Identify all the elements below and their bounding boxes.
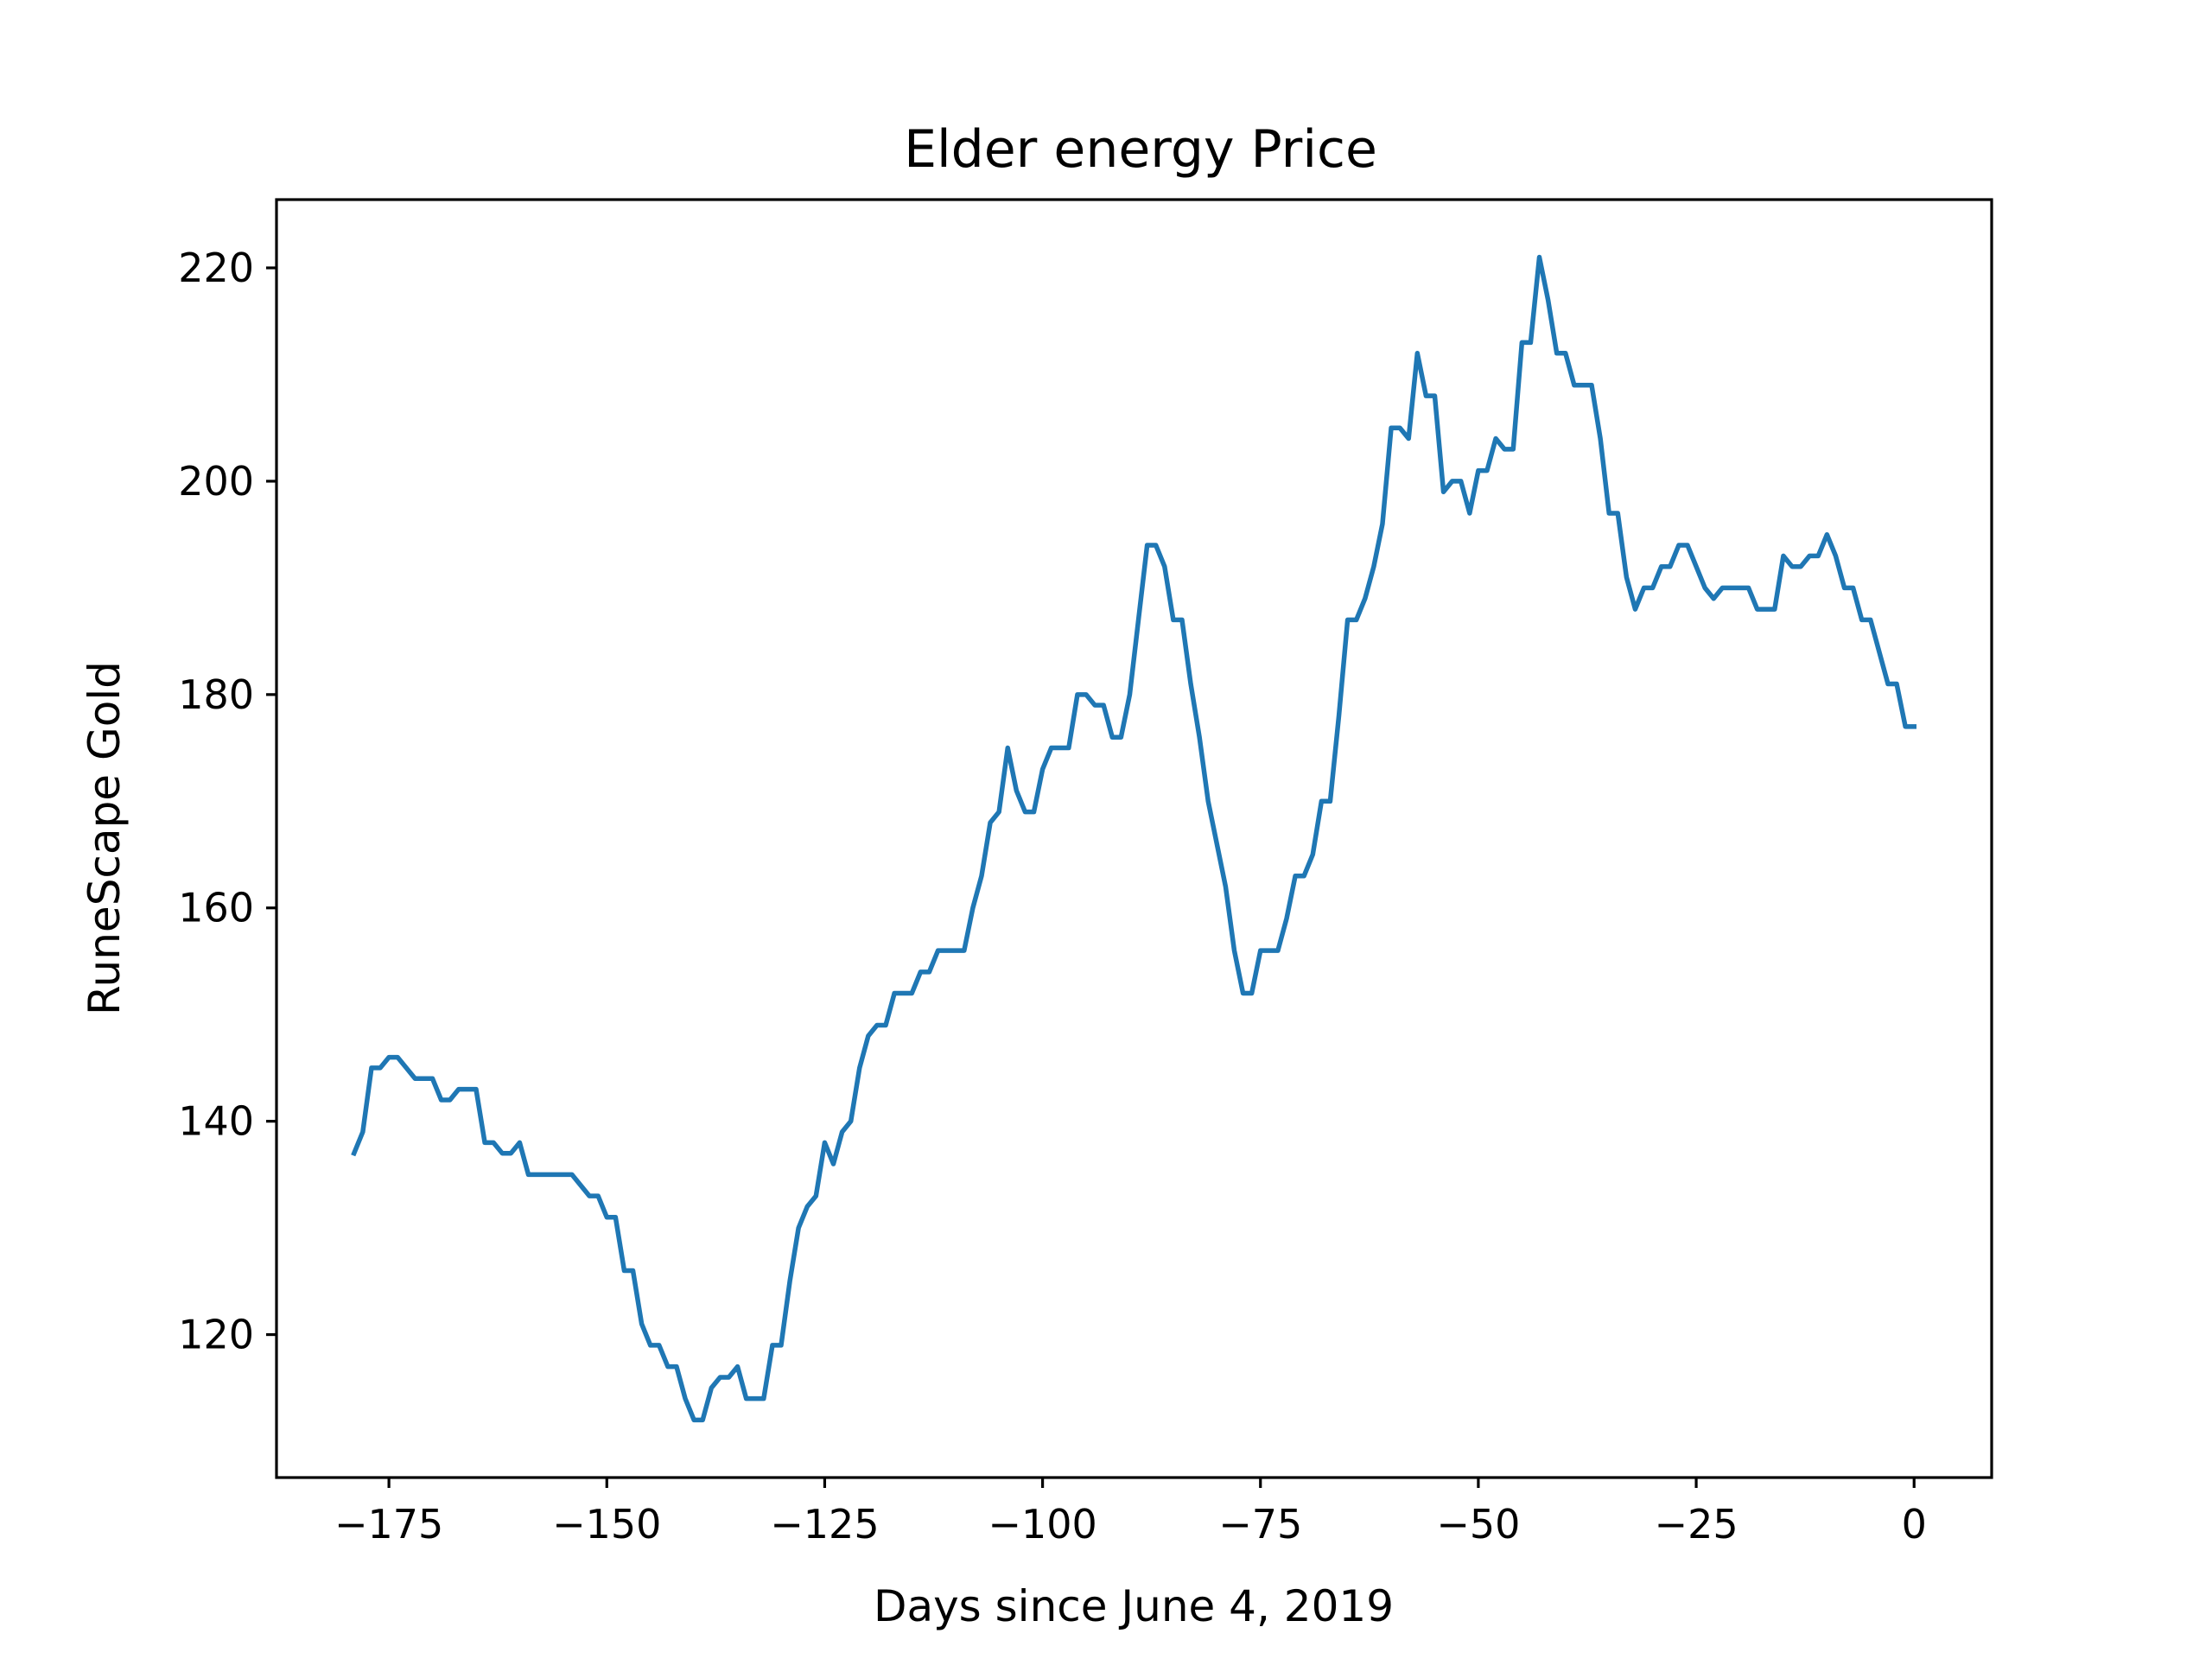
x-tick-label: −150 (552, 1501, 661, 1548)
y-tick-label: 200 (178, 458, 254, 505)
chart-title: Elder energy Price (904, 119, 1377, 180)
plot-frame (275, 198, 1993, 1479)
price-line-series-1 (351, 254, 1916, 1423)
y-axis: 120 140 160 180 200 220 (178, 245, 276, 1358)
y-axis-label: RuneScape Gold (79, 661, 130, 1015)
x-tick-label: −25 (1655, 1501, 1738, 1548)
x-tick-label: −175 (334, 1501, 443, 1548)
x-tick-label: −125 (770, 1501, 879, 1548)
y-tick-label: 120 (178, 1312, 254, 1358)
y-tick-label: 180 (178, 671, 254, 718)
x-tick-label: −75 (1218, 1501, 1302, 1548)
x-axis: −175 −150 −125 −100 −75 −50 −25 0 (334, 1478, 1927, 1548)
x-tick-label: −50 (1436, 1501, 1520, 1548)
x-tick-label: −100 (988, 1501, 1096, 1548)
y-tick-label: 160 (178, 885, 254, 931)
y-tick-label: 140 (178, 1098, 254, 1145)
plot-area (351, 254, 1916, 1423)
x-axis-label: Days since June 4, 2019 (874, 1581, 1394, 1631)
x-tick-label: 0 (1902, 1501, 1927, 1548)
y-tick-label: 220 (178, 245, 254, 291)
